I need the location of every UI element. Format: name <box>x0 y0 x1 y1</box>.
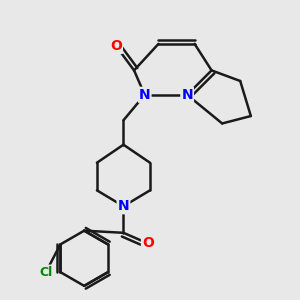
Text: N: N <box>181 88 193 102</box>
Text: Cl: Cl <box>39 266 52 279</box>
Text: N: N <box>139 88 151 102</box>
Text: O: O <box>142 236 154 250</box>
Text: N: N <box>118 199 129 213</box>
Text: O: O <box>110 39 122 53</box>
